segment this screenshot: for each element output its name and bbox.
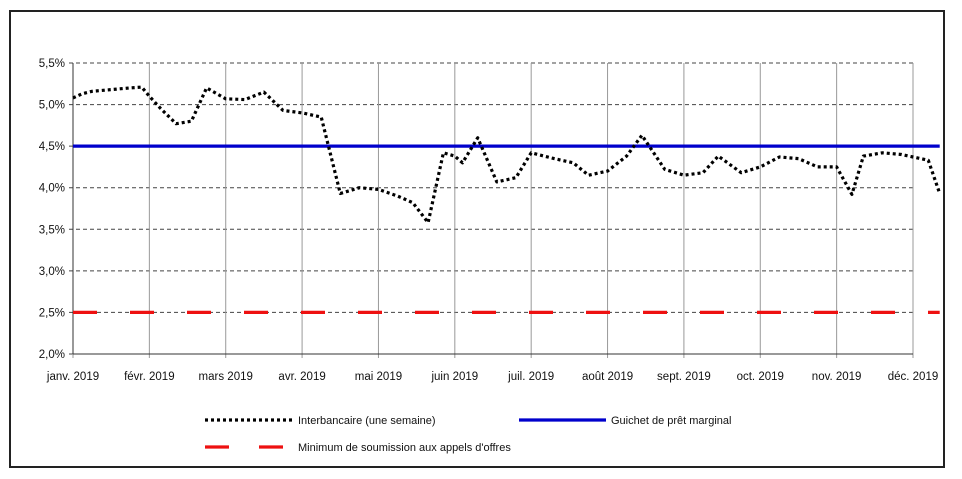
x-tick-label: mars 2019 — [199, 371, 253, 383]
x-tick-label: août 2019 — [582, 371, 633, 383]
chart-frame — [9, 10, 945, 468]
y-tick-label: 4,0% — [39, 183, 65, 195]
y-tick-label: 5,0% — [39, 100, 65, 112]
x-tick-label: janv. 2019 — [46, 371, 99, 383]
x-tick-label: déc. 2019 — [888, 371, 939, 383]
x-tick-label: sept. 2019 — [657, 371, 711, 383]
series-line-0 — [72, 85, 942, 225]
x-tick-label: juil. 2019 — [507, 371, 554, 383]
x-tick-label: févr. 2019 — [124, 371, 175, 383]
legend-label: Minimum de soumission aux appels d'offre… — [298, 442, 511, 454]
x-tick-label: oct. 2019 — [737, 371, 784, 383]
y-tick-label: 2,0% — [39, 349, 65, 361]
legend-label: Interbancaire (une semaine) — [298, 415, 436, 427]
x-tick-label: mai 2019 — [355, 371, 402, 383]
x-tick-label: juin 2019 — [430, 371, 478, 383]
y-tick-label: 4,5% — [39, 141, 65, 153]
y-tick-label: 2,5% — [39, 307, 65, 319]
y-tick-label: 3,5% — [39, 224, 65, 236]
x-tick-label: nov. 2019 — [812, 371, 862, 383]
y-tick-label: 3,0% — [39, 266, 65, 278]
legend-label: Guichet de prêt marginal — [611, 415, 731, 427]
x-tick-label: avr. 2019 — [278, 371, 325, 383]
y-tick-label: 5,5% — [39, 58, 65, 70]
